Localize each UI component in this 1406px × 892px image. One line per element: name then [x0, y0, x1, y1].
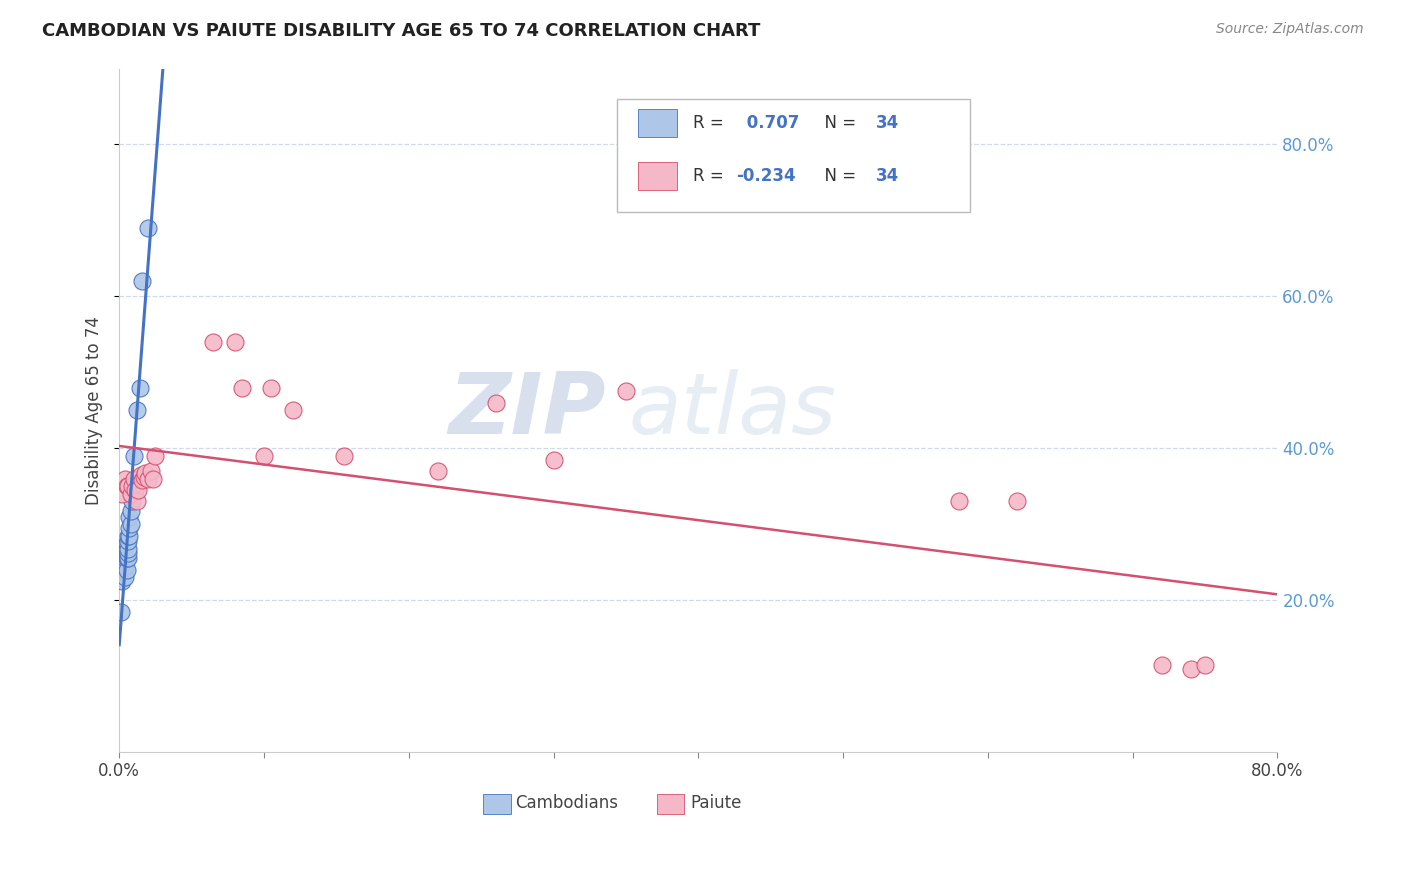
Point [202, 334, 225, 349]
Point [115, 479, 138, 493]
Point [125, 494, 148, 508]
Point [253, 449, 276, 463]
Text: Cambodians: Cambodians [516, 794, 619, 813]
Point [110, 605, 132, 619]
Point [120, 517, 142, 532]
Point [120, 487, 142, 501]
FancyBboxPatch shape [657, 794, 685, 814]
Point [112, 563, 135, 577]
Point [117, 541, 139, 556]
Point [112, 548, 135, 562]
Point [129, 467, 152, 482]
Point [117, 479, 139, 493]
Point [614, 384, 637, 399]
Text: R =: R = [693, 167, 728, 185]
Point [122, 479, 145, 493]
Point [114, 570, 136, 584]
Text: atlas: atlas [628, 368, 837, 451]
Point [111, 563, 134, 577]
Point [112, 551, 135, 566]
Point [426, 464, 449, 478]
Text: CAMBODIAN VS PAIUTE DISABILITY AGE 65 TO 74 CORRELATION CHART: CAMBODIAN VS PAIUTE DISABILITY AGE 65 TO… [42, 22, 761, 40]
Text: 34: 34 [876, 114, 898, 132]
Point [114, 472, 136, 486]
Point [131, 274, 153, 288]
FancyBboxPatch shape [638, 161, 678, 190]
Point [118, 528, 141, 542]
Point [1005, 494, 1028, 508]
Point [115, 536, 138, 550]
Point [128, 380, 150, 394]
Text: -0.234: -0.234 [737, 167, 796, 185]
Text: N =: N = [814, 167, 862, 185]
Y-axis label: Disability Age 65 to 74: Disability Age 65 to 74 [86, 316, 103, 505]
Point [117, 528, 139, 542]
Point [118, 521, 141, 535]
Point [136, 221, 159, 235]
Text: R =: R = [693, 114, 728, 132]
Point [281, 403, 304, 417]
FancyBboxPatch shape [638, 109, 678, 137]
Text: 34: 34 [876, 167, 898, 185]
Point [1180, 661, 1202, 675]
Point [1194, 657, 1216, 672]
Point [117, 533, 139, 548]
Point [132, 470, 155, 484]
Point [118, 509, 141, 524]
Point [948, 494, 970, 508]
Point [231, 380, 253, 394]
Point [121, 479, 143, 493]
Text: 0.707: 0.707 [741, 114, 800, 132]
Point [224, 334, 246, 349]
Point [120, 503, 142, 517]
Text: N =: N = [814, 114, 862, 132]
Point [122, 449, 145, 463]
Point [260, 380, 283, 394]
Point [112, 555, 135, 569]
Point [114, 548, 136, 562]
Point [125, 403, 148, 417]
Point [115, 563, 138, 577]
Text: ZIP: ZIP [449, 368, 606, 451]
FancyBboxPatch shape [617, 99, 970, 212]
Point [122, 472, 145, 486]
Point [1150, 657, 1173, 672]
Point [136, 472, 159, 486]
Point [114, 559, 136, 574]
Point [111, 487, 134, 501]
Point [117, 546, 139, 560]
Point [142, 472, 165, 486]
Point [114, 551, 136, 566]
Point [543, 452, 565, 467]
Point [111, 574, 134, 589]
Point [117, 551, 139, 566]
Point [139, 464, 162, 478]
Point [115, 549, 138, 563]
Text: Source: ZipAtlas.com: Source: ZipAtlas.com [1216, 22, 1364, 37]
Point [485, 395, 508, 409]
FancyBboxPatch shape [482, 794, 510, 814]
Point [332, 449, 354, 463]
Point [121, 494, 143, 508]
Point [115, 546, 138, 560]
Point [115, 551, 138, 566]
Point [124, 483, 146, 497]
Point [127, 483, 149, 497]
Point [145, 449, 167, 463]
Point [134, 466, 156, 480]
Text: Paiute: Paiute [690, 794, 741, 813]
Point [115, 541, 138, 556]
Point [131, 473, 153, 487]
